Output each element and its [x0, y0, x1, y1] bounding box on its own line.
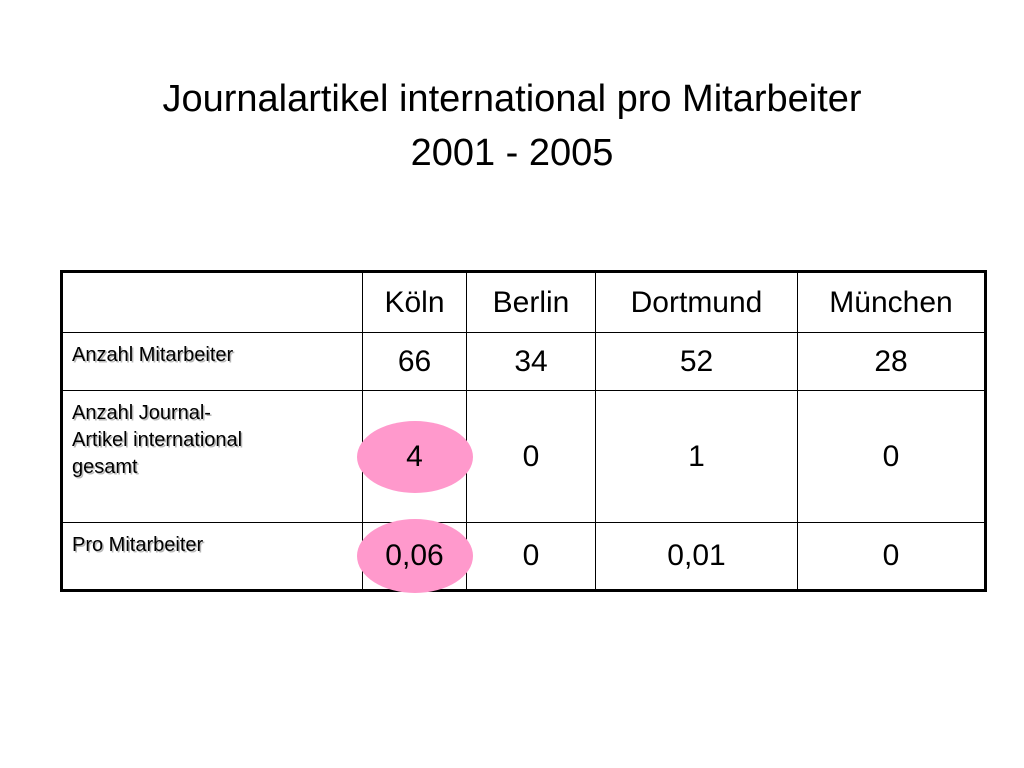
highlight-ellipse	[356, 420, 473, 493]
column-header-muenchen: München	[797, 271, 986, 333]
table-cell: 28	[797, 332, 986, 391]
cell-value: 0,01	[667, 539, 726, 572]
column-header-berlin: Berlin	[466, 271, 596, 333]
header-empty-cell	[61, 271, 363, 333]
row-label-anzahl-journal-artikel: Anzahl Journal- Artikel international ge…	[61, 390, 363, 523]
cell-value: 0	[522, 439, 540, 473]
cell-value: 0	[882, 439, 900, 473]
cell-value: 1	[688, 439, 705, 473]
table-row-anzahl-mitarbeiter: Anzahl Mitarbeiter 66 34 52 28	[61, 332, 986, 391]
table-cell: 0	[466, 390, 596, 523]
data-table: Köln Berlin Dortmund München Anzahl Mita…	[60, 270, 987, 593]
cell-value: 0	[522, 539, 540, 572]
cell-value: 4	[406, 439, 423, 473]
table-cell: 0	[466, 522, 596, 591]
cell-value: 66	[397, 344, 432, 378]
cell-value: 28	[874, 344, 908, 378]
table-cell: 34	[466, 332, 596, 391]
row-label-pro-mitarbeiter: Pro Mitarbeiter	[61, 522, 363, 591]
column-header-dortmund: Dortmund	[595, 271, 798, 333]
table-cell: 0,01	[595, 522, 798, 591]
table-cell: 66	[362, 332, 467, 391]
table-cell: 0	[797, 522, 986, 591]
table-row-pro-mitarbeiter: Pro Mitarbeiter 0,06 0 0,01 0	[61, 519, 986, 593]
table-header-row: Köln Berlin Dortmund München	[61, 271, 986, 333]
table-cell: 52	[595, 332, 798, 391]
highlight-ellipse	[356, 519, 473, 593]
column-header-koeln: Köln	[362, 271, 467, 333]
cell-value: 34	[514, 344, 548, 378]
table-cell: 1	[595, 390, 798, 523]
table-cell-highlighted: 0,06	[356, 519, 473, 593]
table-row-anzahl-journal-artikel: Anzahl Journal- Artikel international ge…	[61, 390, 986, 523]
row-label-line: Anzahl Journal-	[72, 402, 211, 424]
row-label-line: Artikel international	[72, 429, 243, 451]
slide-title: Journalartikel international pro Mitarbe…	[0, 72, 1024, 180]
row-label-anzahl-mitarbeiter: Anzahl Mitarbeiter	[61, 332, 363, 391]
slide-title-line-2: 2001 - 2005	[410, 132, 614, 174]
row-label-line: gesamt	[72, 456, 138, 478]
table-cell: 0	[797, 390, 986, 523]
cell-value: 0,06	[385, 539, 444, 572]
slide-title-line-1: Journalartikel international pro Mitarbe…	[162, 78, 862, 120]
cell-value: 52	[679, 344, 714, 378]
table-cell-highlighted: 4	[356, 390, 473, 523]
cell-value: 0	[882, 539, 900, 572]
